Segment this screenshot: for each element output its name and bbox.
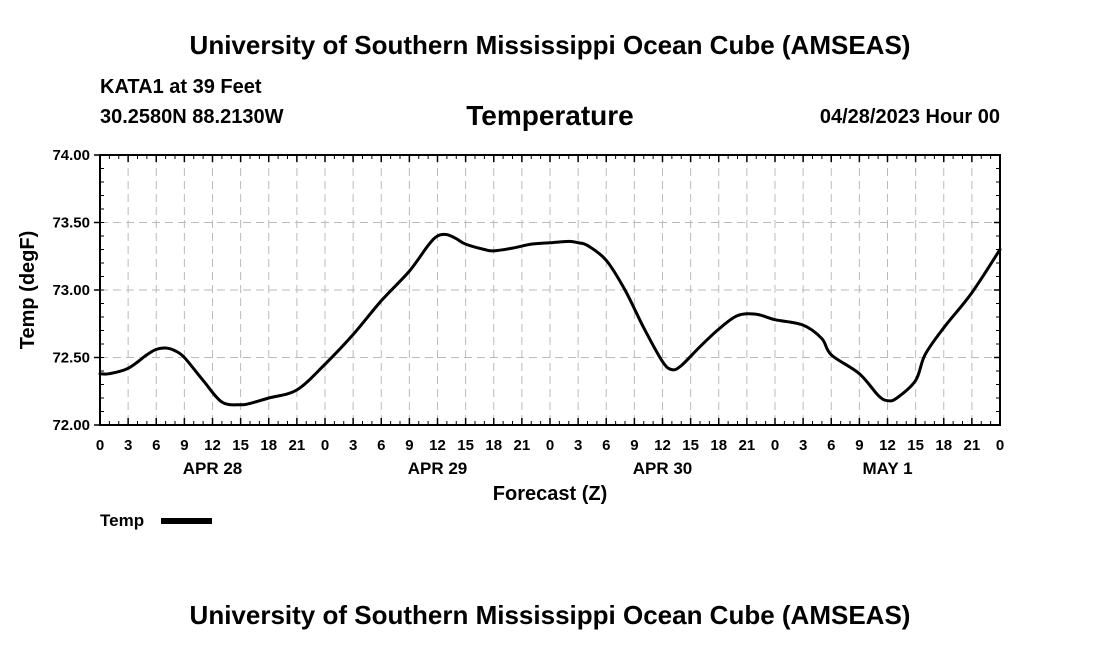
day-label: MAY 1 — [862, 459, 912, 478]
x-tick-label: 12 — [654, 437, 671, 454]
footer-title: University of Southern Mississippi Ocean… — [189, 600, 911, 630]
x-tick-label: 18 — [260, 437, 277, 454]
chart-title: Temperature — [466, 100, 634, 131]
x-tick-label: 6 — [602, 437, 610, 454]
y-tick-label: 73.50 — [52, 215, 90, 232]
x-tick-label: 6 — [377, 437, 385, 454]
y-tick-label: 73.00 — [52, 282, 90, 299]
x-tick-label: 18 — [485, 437, 502, 454]
y-tick-label: 72.50 — [52, 350, 90, 367]
x-tick-label: 9 — [180, 437, 188, 454]
x-tick-label: 3 — [124, 437, 132, 454]
x-tick-label: 3 — [799, 437, 807, 454]
x-tick-label: 21 — [289, 437, 306, 454]
x-tick-label: 21 — [964, 437, 981, 454]
x-tick-label: 21 — [514, 437, 531, 454]
x-tick-label: 0 — [996, 437, 1004, 454]
x-tick-label: 9 — [855, 437, 863, 454]
x-tick-label: 12 — [429, 437, 446, 454]
axis-labels: 0 3 6 9 12 15 18 21 0 3 6 9 12 15 18 21 0 3 6 9 12 15 18 21 0 3 6 9… — [52, 147, 1004, 478]
x-tick-label: 18 — [935, 437, 952, 454]
grid — [100, 155, 1000, 425]
x-tick-label: 0 — [546, 437, 554, 454]
series-line-temp — [98, 232, 1002, 407]
x-axis-title: Forecast (Z) — [493, 483, 607, 505]
x-tick-label: 12 — [204, 437, 221, 454]
x-tick-label: 21 — [739, 437, 756, 454]
x-tick-label: 12 — [879, 437, 896, 454]
x-tick-label: 9 — [405, 437, 413, 454]
x-tick-label: 0 — [771, 437, 779, 454]
valid-time: 04/28/2023 Hour 00 — [819, 106, 1000, 128]
station-coordinates: 30.2580N 88.2130W — [100, 106, 284, 128]
x-tick-label: 6 — [827, 437, 835, 454]
day-label: APR 29 — [408, 459, 468, 478]
legend-label: Temp — [100, 511, 144, 530]
x-tick-label: 9 — [630, 437, 638, 454]
day-label: APR 28 — [183, 459, 243, 478]
x-tick-label: 18 — [710, 437, 727, 454]
x-tick-label: 15 — [682, 437, 699, 454]
x-tick-label: 15 — [457, 437, 474, 454]
series — [98, 232, 1002, 407]
x-tick-label: 6 — [152, 437, 160, 454]
x-tick-label: 0 — [321, 437, 329, 454]
y-tick-label: 72.00 — [52, 417, 90, 434]
x-tick-label: 3 — [349, 437, 357, 454]
day-label: APR 30 — [633, 459, 693, 478]
x-tick-label: 15 — [907, 437, 924, 454]
x-tick-label: 15 — [232, 437, 249, 454]
x-tick-label: 3 — [574, 437, 582, 454]
station-label: KATA1 at 39 Feet — [100, 76, 262, 98]
page-title: University of Southern Mississippi Ocean… — [189, 30, 911, 60]
plot-frame — [99, 154, 1001, 426]
y-tick-label: 74.00 — [52, 147, 90, 164]
y-axis-title: Temp (degF) — [17, 231, 39, 350]
legend: Temp — [100, 511, 212, 530]
x-tick-label: 0 — [96, 437, 104, 454]
